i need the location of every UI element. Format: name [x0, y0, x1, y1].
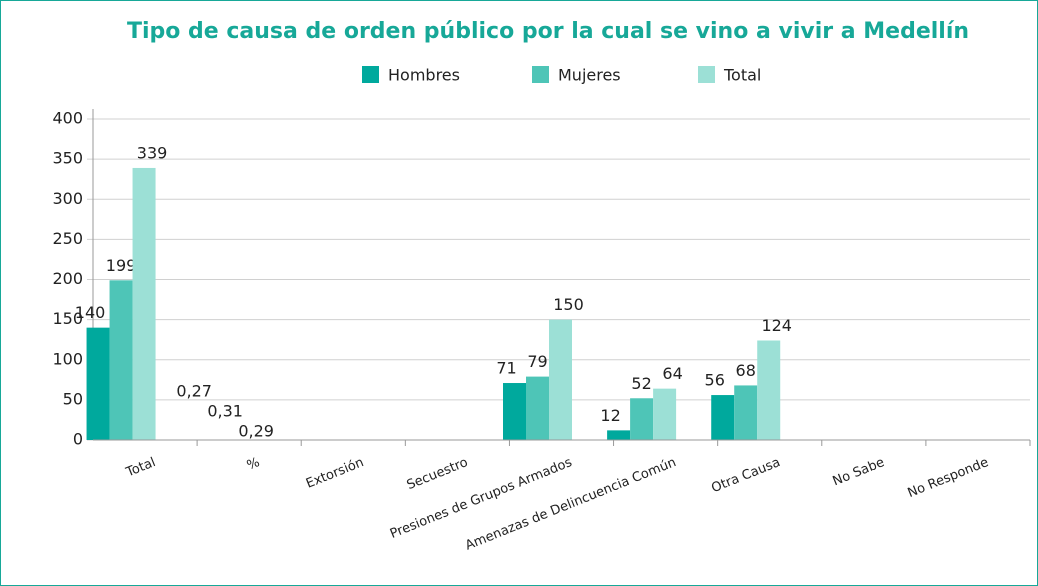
bar [653, 388, 677, 440]
data-label: 71 [496, 359, 516, 378]
data-label: 52 [631, 374, 651, 393]
legend-label: Mujeres [558, 66, 621, 85]
data-label: 0,31 [207, 401, 243, 420]
bar [109, 280, 133, 440]
legend-swatch [532, 66, 549, 83]
bar [630, 398, 654, 440]
y-tick-label: 300 [52, 189, 83, 208]
y-tick-label: 150 [52, 309, 83, 328]
legend-swatch [362, 66, 379, 83]
data-label: 140 [75, 303, 106, 322]
y-tick-label: 100 [52, 349, 83, 368]
y-tick-label: 400 [52, 109, 83, 128]
data-label: 12 [600, 406, 620, 425]
data-label: 339 [137, 143, 168, 162]
data-label: 56 [705, 371, 725, 390]
data-label: 124 [761, 316, 792, 335]
bar [132, 167, 156, 440]
y-tick-label: 50 [63, 389, 83, 408]
legend-swatch [698, 66, 715, 83]
data-label: 68 [736, 361, 756, 380]
bar [503, 383, 526, 440]
bar [86, 327, 110, 440]
bar [607, 430, 631, 440]
data-label: 0,29 [238, 421, 274, 440]
bar [549, 319, 572, 440]
y-tick-label: 250 [52, 229, 83, 248]
bar [711, 395, 735, 440]
data-label: 79 [527, 352, 547, 371]
data-label: 0,27 [176, 381, 212, 400]
legend-label: Total [723, 66, 761, 85]
y-tick-label: 350 [52, 149, 83, 168]
bar [757, 340, 781, 440]
data-label: 64 [662, 364, 682, 383]
x-tick-label: % [245, 455, 262, 474]
y-tick-label: 0 [73, 430, 83, 449]
data-label: 199 [106, 256, 137, 275]
chart-title: Tipo de causa de orden público por la cu… [127, 19, 969, 44]
y-tick-label: 200 [52, 269, 83, 288]
bar [734, 385, 758, 440]
bar [526, 376, 549, 440]
legend-label: Hombres [388, 66, 460, 85]
data-label: 150 [553, 295, 584, 314]
